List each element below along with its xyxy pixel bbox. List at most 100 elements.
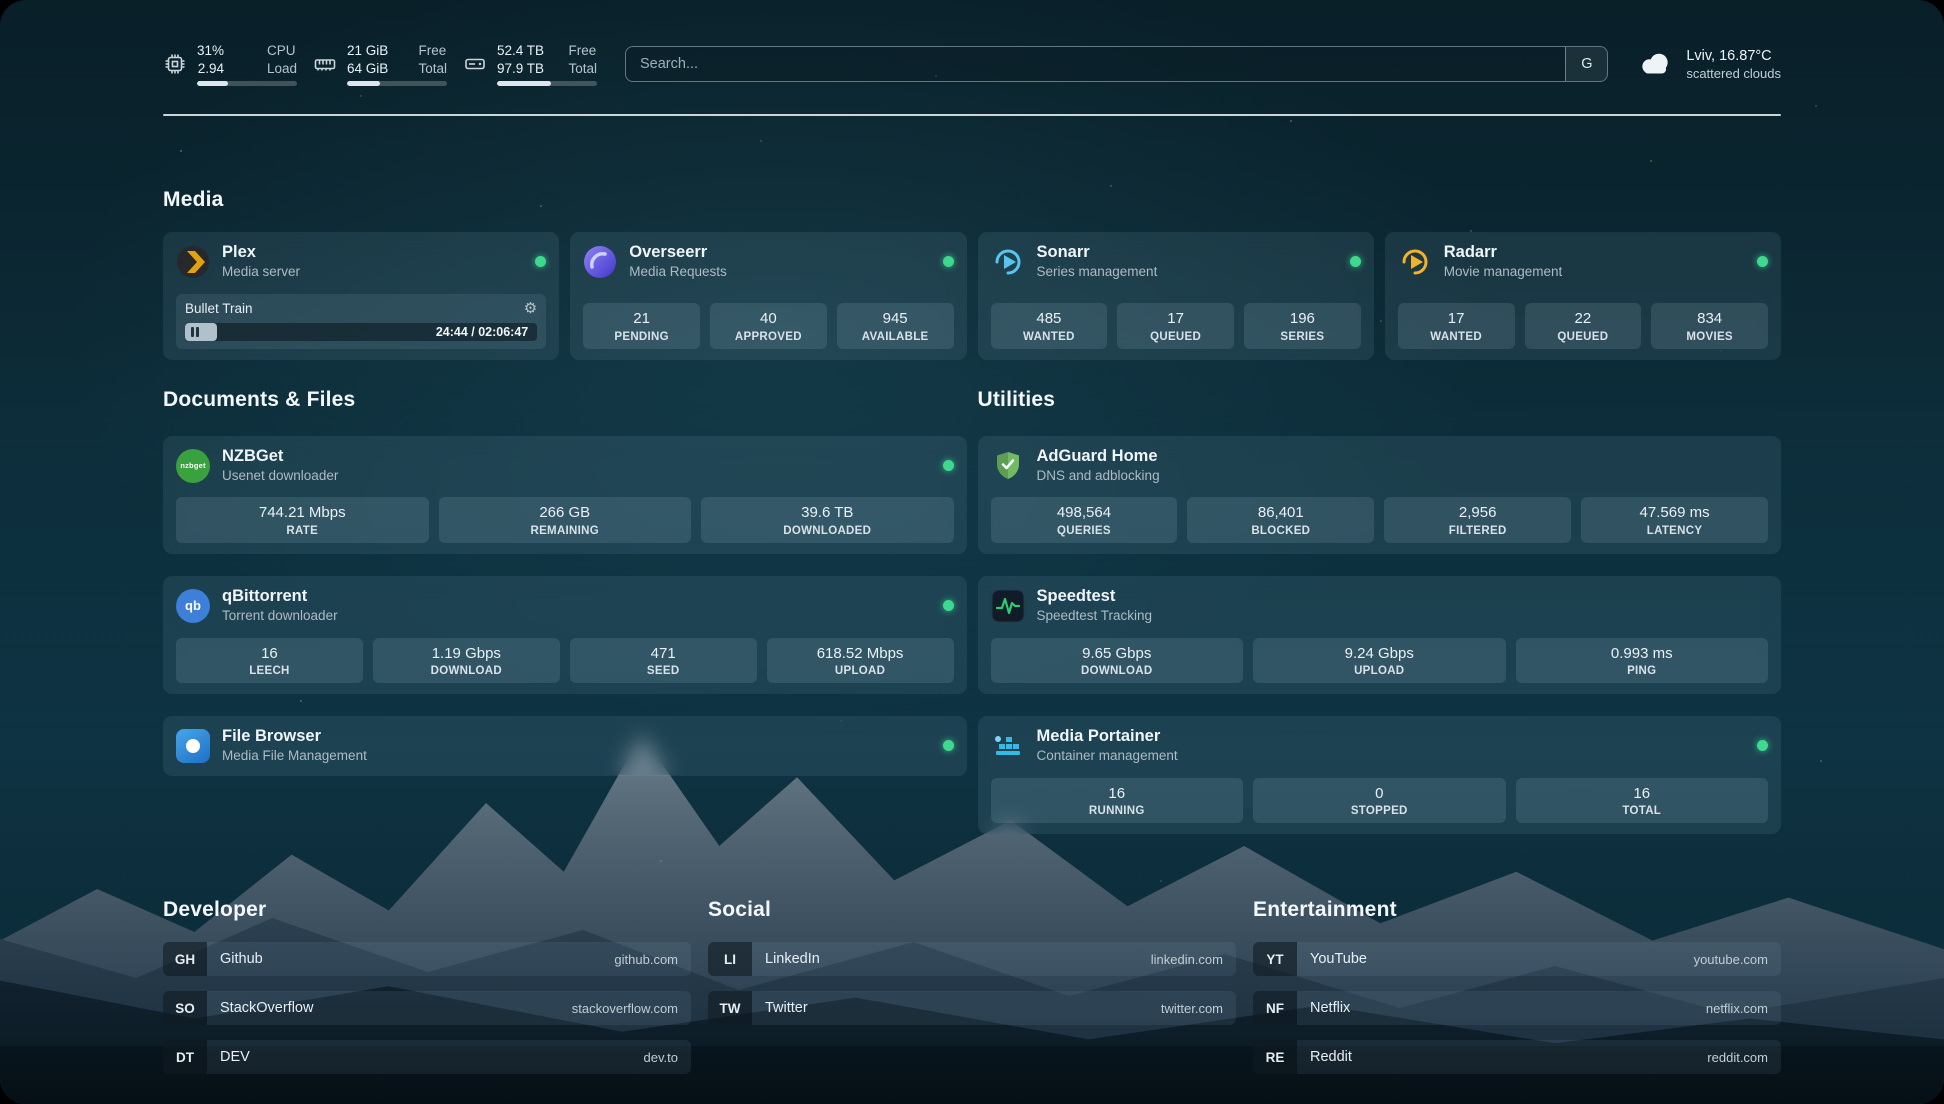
- bookmark-linkedin[interactable]: LI LinkedIn linkedin.com: [708, 942, 1236, 977]
- stat-filtered: 2,956 FILTERED: [1384, 497, 1572, 544]
- bookmark-abbr: LI: [708, 942, 752, 977]
- bookmark-url: reddit.com: [1707, 1049, 1768, 1065]
- stat-latency: 47.569 ms LATENCY: [1581, 497, 1768, 544]
- bookmark-abbr: DT: [163, 1040, 207, 1075]
- radarr-icon: [1402, 249, 1428, 275]
- topbar-divider: [163, 114, 1781, 117]
- service-name: Plex: [222, 243, 256, 262]
- bookmark-name: StackOverflow: [220, 1000, 314, 1017]
- bookmark-url: dev.to: [643, 1049, 678, 1065]
- qbittorrent-icon: qb: [176, 588, 210, 623]
- section-title-social: Social: [708, 898, 772, 922]
- service-name: qBittorrent: [222, 587, 308, 606]
- cpu-progress-bar: [197, 81, 297, 87]
- service-name: Speedtest: [1036, 587, 1116, 606]
- search-provider-button[interactable]: G: [1565, 47, 1608, 82]
- disk-progress-fill: [497, 81, 551, 87]
- cpu-label-1: CPU: [266, 43, 296, 58]
- pause-icon[interactable]: [191, 327, 199, 338]
- status-dot: [1349, 256, 1361, 268]
- memory-icon: [314, 59, 336, 71]
- cpu-widget: 31% 2.94 CPU Load: [163, 42, 297, 87]
- sonarr-icon: [995, 249, 1020, 275]
- playback-progress-fill: [185, 323, 217, 342]
- section-title-documents: Documents & Files: [163, 388, 356, 412]
- bookmark-url: linkedin.com: [1150, 951, 1223, 967]
- bookmark-url: stackoverflow.com: [571, 1000, 678, 1016]
- bookmark-dev[interactable]: DT DEV dev.to: [163, 1040, 691, 1075]
- memory-total: 64 GiB: [347, 60, 389, 76]
- bookmark-reddit[interactable]: RE Reddit reddit.com: [1253, 1040, 1781, 1075]
- bookmark-abbr: RE: [1253, 1040, 1297, 1075]
- bookmark-name: Reddit: [1310, 1049, 1352, 1066]
- service-name: NZBGet: [222, 447, 284, 466]
- service-card-radarr[interactable]: Radarr Movie management 17 WANTED 22 QUE…: [1384, 232, 1781, 361]
- weather-widget: Lviv, 16.87°C scattered clouds: [1636, 47, 1781, 81]
- bookmark-abbr: TW: [708, 991, 752, 1026]
- weather-location: Lviv, 16.87°C: [1686, 47, 1772, 64]
- memory-progress-bar: [347, 81, 447, 87]
- cpu-percent: 31%: [197, 43, 225, 58]
- playback-progress-bar[interactable]: 24:44 / 02:06:47: [185, 323, 538, 342]
- service-desc: DNS and adblocking: [1036, 467, 1160, 483]
- bookmark-youtube[interactable]: YT YouTube youtube.com: [1253, 942, 1781, 977]
- stat-running: 16 RUNNING: [990, 777, 1243, 824]
- service-desc: Media File Management: [222, 748, 367, 764]
- section-title-developer: Developer: [163, 898, 267, 922]
- bookmark-twitter[interactable]: TW Twitter twitter.com: [708, 991, 1236, 1026]
- service-card-nzbget[interactable]: nzbget NZBGet Usenet downloader 744.21 M…: [163, 436, 967, 555]
- service-card-filebrowser[interactable]: File Browser Media File Management: [163, 716, 967, 776]
- bookmark-stackoverflow[interactable]: SO StackOverflow stackoverflow.com: [163, 991, 691, 1026]
- service-card-overseerr[interactable]: Overseerr Media Requests 21 PENDING 40 A…: [570, 232, 967, 361]
- service-card-speedtest[interactable]: Speedtest Speedtest Tracking 9.65 Gbps D…: [977, 576, 1781, 695]
- bookmark-abbr: GH: [163, 942, 207, 977]
- status-dot: [942, 740, 954, 752]
- bookmark-abbr: NF: [1253, 991, 1297, 1026]
- search-input[interactable]: [626, 56, 1566, 73]
- service-desc: Series management: [1036, 263, 1158, 279]
- stat-blocked: 86,401 BLOCKED: [1187, 497, 1375, 544]
- status-dot: [1757, 256, 1768, 268]
- service-desc: Container management: [1036, 748, 1178, 764]
- section-media: Media Plex Media server: [163, 188, 1781, 361]
- speedtest-icon: [991, 589, 1024, 623]
- service-card-qbittorrent[interactable]: qb qBittorrent Torrent downloader 16 LEE…: [163, 576, 967, 695]
- bookmark-name: DEV: [220, 1049, 250, 1066]
- bookmarks-section: Developer GH Github github.com SO StackO…: [163, 898, 1781, 1075]
- status-dot: [942, 256, 954, 268]
- stat-approved: 40 APPROVED: [710, 303, 827, 350]
- stat-stopped: 0 STOPPED: [1253, 777, 1506, 824]
- disk-icon: [465, 58, 485, 70]
- service-name: Radarr: [1443, 243, 1497, 262]
- adguard-icon: [996, 451, 1019, 479]
- section-documents: Documents & Files nzbget NZBGet Usenet d…: [163, 388, 967, 834]
- portainer-icon: [994, 735, 1020, 755]
- settings-gear-icon[interactable]: ⚙: [523, 300, 538, 318]
- service-card-plex[interactable]: Plex Media server Bullet Train ⚙: [163, 232, 560, 361]
- stat-available: 945 AVAILABLE: [836, 303, 954, 350]
- bookmark-netflix[interactable]: NF Netflix netflix.com: [1253, 991, 1781, 1026]
- service-card-adguard[interactable]: AdGuard Home DNS and adblocking 498,564 …: [977, 436, 1781, 555]
- cpu-label-2: Load: [266, 60, 297, 76]
- bookmark-url: twitter.com: [1160, 1000, 1223, 1016]
- stat-downloaded: 39.6 TB DOWNLOADED: [701, 497, 954, 544]
- bookmark-url: github.com: [614, 951, 678, 967]
- service-name: Media Portainer: [1036, 727, 1161, 746]
- stat-ping: 0.993 ms PING: [1515, 637, 1768, 684]
- disk-label-1: Free: [568, 43, 597, 58]
- bookmark-name: Twitter: [765, 1000, 808, 1017]
- search-bar: G: [625, 46, 1609, 83]
- service-desc: Speedtest Tracking: [1036, 607, 1153, 623]
- cloud-icon: [1642, 53, 1668, 74]
- bookmark-abbr: SO: [163, 991, 207, 1026]
- stat-series: 196 SERIES: [1244, 303, 1361, 350]
- service-card-sonarr[interactable]: Sonarr Series management 485 WANTED 17 Q…: [977, 232, 1374, 361]
- nzbget-icon: nzbget: [176, 448, 210, 483]
- stat-rate: 744.21 Mbps RATE: [176, 497, 429, 544]
- plex-now-playing: Bullet Train ⚙ 24:44 / 02:06:47: [176, 294, 547, 350]
- bookmark-github[interactable]: GH Github github.com: [163, 942, 691, 977]
- stat-total: 16 TOTAL: [1515, 777, 1768, 824]
- topbar: 31% 2.94 CPU Load: [163, 42, 1781, 87]
- service-card-portainer[interactable]: Media Portainer Container management 16 …: [977, 716, 1781, 835]
